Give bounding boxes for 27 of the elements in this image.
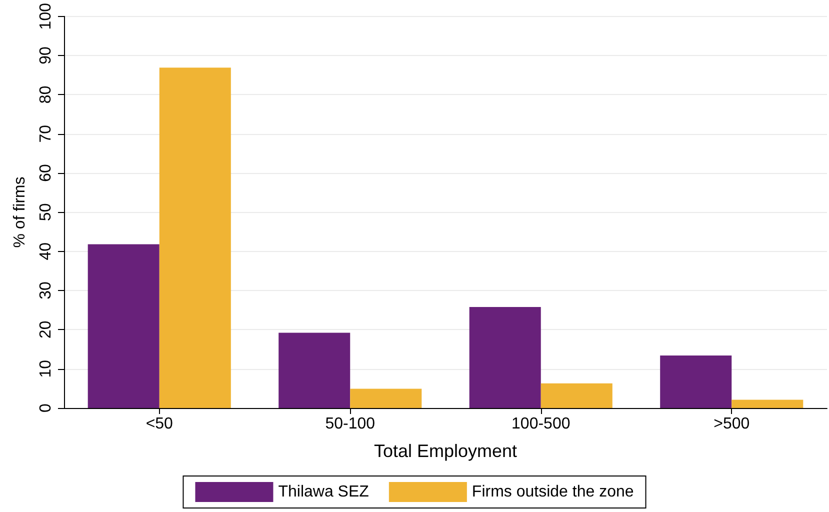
- y-tick-label: 50: [38, 203, 54, 222]
- y-tick-label: 0: [38, 403, 54, 412]
- bar: [469, 306, 541, 408]
- bar: [278, 332, 350, 408]
- bar: [660, 356, 732, 408]
- y-tick-label: 10: [38, 360, 54, 378]
- bar: [540, 383, 612, 408]
- bar: [159, 68, 231, 408]
- x-tick-label: <50: [146, 416, 174, 432]
- x-tick-label: 100-500: [512, 416, 570, 432]
- bar: [88, 244, 160, 408]
- y-tick-label: 40: [38, 242, 54, 260]
- bar: [350, 388, 422, 408]
- y-tick-label: 80: [38, 86, 54, 104]
- x-axis-title: Total Employment: [374, 441, 518, 461]
- x-tick-label: 50-100: [325, 416, 376, 432]
- y-axis-title: % of firms: [12, 176, 28, 248]
- x-tick-label: >500: [714, 416, 750, 432]
- bar: [732, 400, 804, 408]
- legend-label: Thilawa SEZ: [278, 484, 370, 500]
- y-tick-label: 60: [38, 164, 54, 182]
- y-tick-label: 70: [38, 124, 54, 143]
- legend-label: Firms outside the zone: [472, 484, 634, 500]
- y-tick-label: 30: [38, 282, 54, 300]
- y-tick-label: 90: [38, 46, 54, 64]
- y-tick-label: 100: [38, 2, 54, 30]
- y-tick-label: 20: [38, 320, 54, 339]
